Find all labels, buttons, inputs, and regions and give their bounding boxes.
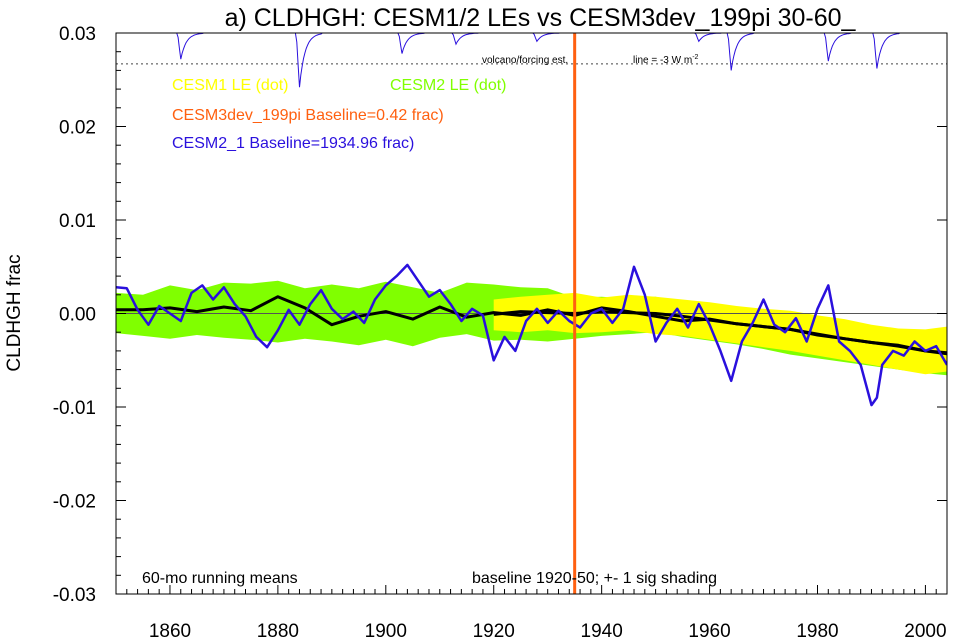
- baseline-note: baseline 1920-50; +- 1 sig shading: [472, 570, 717, 587]
- x-tick-label: 1860: [149, 621, 191, 641]
- legend-cesm2-1: CESM2_1 Baseline=1934.96 frac): [172, 135, 414, 152]
- x-tick-label: 1920: [473, 621, 515, 641]
- y-tick-label: -0.01: [53, 398, 96, 419]
- chart-title: a) CLDHGH: CESM1/2 LEs vs CESM3dev_199pi…: [225, 4, 857, 32]
- y-axis-ticks: -0.03 -0.02 -0.01 0.00 0.01 0.02 0.03: [53, 24, 947, 606]
- y-axis-label: CLDHGH frac: [4, 254, 25, 371]
- x-axis-ticks: 1860 1880 1900 1920 1940 1960 1980 2000: [115, 585, 948, 641]
- y-tick-label: -0.02: [53, 492, 96, 513]
- line-annotation: line = -3 W m-2: [633, 54, 699, 66]
- legend-cesm3: CESM3dev_199pi Baseline=0.42 frac): [172, 107, 444, 124]
- x-tick-label: 1960: [688, 621, 730, 641]
- line-annotation-sup: -2: [692, 54, 698, 61]
- series-lines: [116, 263, 947, 407]
- x-tick-label: 1980: [796, 621, 838, 641]
- x-tick-label: 1880: [257, 621, 299, 641]
- x-tick-label: 1940: [581, 621, 623, 641]
- volcano-annotation: volcano/forcing est.: [482, 55, 568, 66]
- legend-cesm1: CESM1 LE (dot): [172, 77, 288, 94]
- x-tick-label: 1900: [365, 621, 407, 641]
- y-tick-label: 0.03: [59, 24, 96, 45]
- y-tick-label: 0.00: [59, 305, 96, 326]
- line-annotation-text: line = -3 W m: [633, 55, 692, 66]
- running-mean-note: 60-mo running means: [142, 570, 298, 587]
- y-tick-label: 0.01: [59, 211, 96, 232]
- plot-area: [116, 33, 947, 594]
- y-tick-label: 0.02: [59, 118, 96, 139]
- x-tick-label: 2000: [904, 621, 946, 641]
- line-cesm2-1-baseline-1934-96-frac: [116, 263, 947, 407]
- legend-cesm2: CESM2 LE (dot): [390, 77, 506, 94]
- y-tick-label: -0.03: [53, 585, 96, 606]
